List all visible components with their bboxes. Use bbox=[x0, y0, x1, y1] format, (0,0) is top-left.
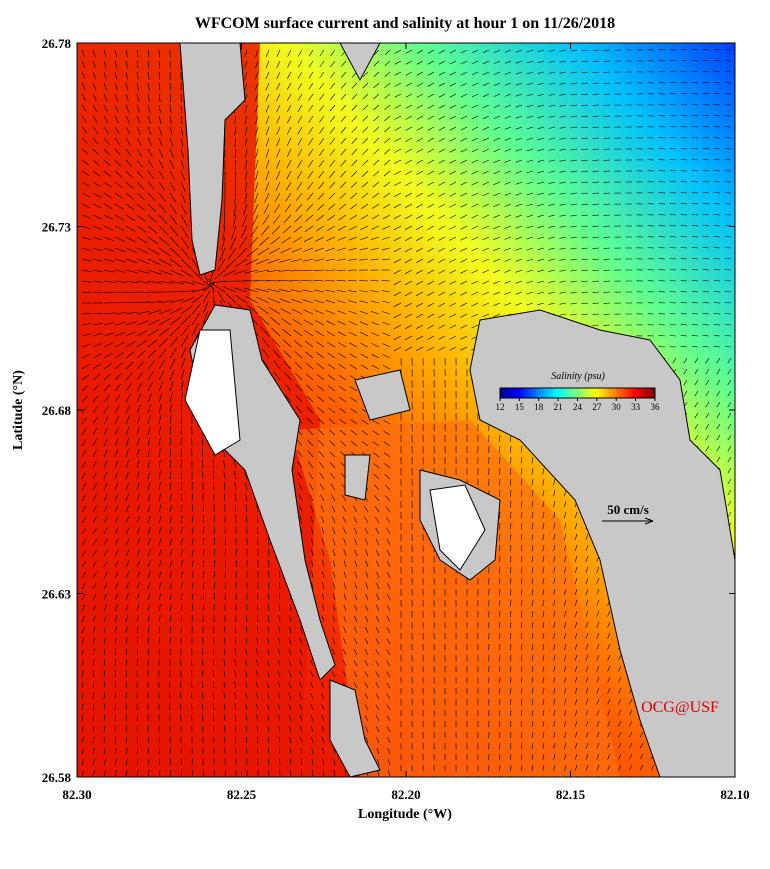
map-area bbox=[77, 43, 735, 777]
x-tick-label: 82.30 bbox=[62, 787, 91, 802]
scale-arrow bbox=[644, 517, 654, 525]
title: WFCOM surface current and salinity at ho… bbox=[195, 15, 615, 32]
y-tick-label: 26.73 bbox=[42, 220, 72, 235]
colorbar-tick-label: 21 bbox=[554, 402, 563, 412]
colorbar-tick-label: 30 bbox=[612, 402, 622, 412]
credit: OCG@USF bbox=[641, 699, 719, 716]
colorbar-tick-label: 18 bbox=[534, 402, 544, 412]
y-axis-label: Latitude (°N) bbox=[11, 370, 26, 450]
colorbar-tick-label: 33 bbox=[631, 402, 641, 412]
colorbar-tick-label: 24 bbox=[573, 402, 583, 412]
x-axis-label: Longitude (°W) bbox=[358, 807, 452, 822]
colorbar-tick-label: 15 bbox=[515, 402, 525, 412]
x-tick-label: 82.20 bbox=[391, 787, 420, 802]
x-tick-label: 82.15 bbox=[556, 787, 586, 802]
y-tick-label: 26.63 bbox=[42, 587, 72, 602]
colorbar-tick-label: 27 bbox=[592, 402, 602, 412]
salinity-field bbox=[290, 420, 620, 777]
y-tick-label: 26.58 bbox=[42, 770, 72, 785]
y-tick-label: 26.68 bbox=[42, 403, 72, 418]
colorbar-tick-label: 36 bbox=[651, 402, 661, 412]
colorbar-label: Salinity (psu) bbox=[551, 371, 605, 382]
scale-label: 50 cm/s bbox=[607, 502, 649, 517]
colorbar bbox=[499, 387, 656, 399]
x-tick-label: 82.10 bbox=[720, 787, 749, 802]
y-tick-label: 26.78 bbox=[42, 36, 72, 51]
non-water-area bbox=[184, 329, 486, 571]
colorbar-tick-label: 12 bbox=[496, 402, 505, 412]
x-tick-label: 82.25 bbox=[227, 787, 257, 802]
